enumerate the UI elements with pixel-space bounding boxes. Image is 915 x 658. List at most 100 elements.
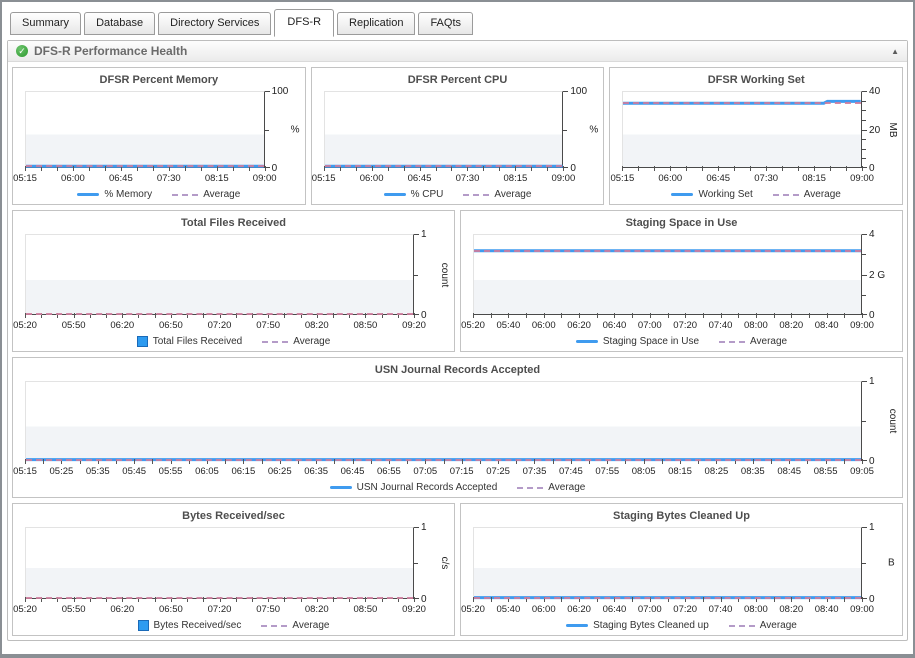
plot-area[interactable] <box>25 234 414 315</box>
tab-summary[interactable]: Summary <box>10 12 82 35</box>
x-tick <box>268 597 270 602</box>
x-tick-label: 07:20 <box>673 320 698 331</box>
x-tick <box>808 597 810 602</box>
x-tick <box>225 459 227 464</box>
x-tick <box>773 597 775 602</box>
x-tick-label: 08:00 <box>744 604 768 615</box>
x-tick <box>670 166 672 171</box>
y-tick-label: 1 <box>869 376 875 387</box>
y-tick <box>862 274 867 276</box>
x-tick <box>397 597 399 602</box>
x-tick <box>41 597 43 602</box>
x-tick <box>467 166 469 171</box>
legend-label: Total Files Received <box>152 336 243 347</box>
legend-label: Average <box>293 336 331 347</box>
tab-dfs-r[interactable]: DFS-R <box>274 9 335 37</box>
x-tick <box>407 459 409 464</box>
plot-area[interactable] <box>25 381 862 461</box>
x-tick-label: 08:55 <box>813 466 838 477</box>
x-axis-labels: 05:20 05:50 06:20 06:50 07:20 07:50 08:20 08:50… <box>13 603 426 616</box>
collapse-section-icon[interactable] <box>891 47 899 56</box>
x-tick-label: 08:15 <box>668 466 692 477</box>
plot-area[interactable] <box>473 234 862 315</box>
x-tick <box>57 597 59 602</box>
tab-faqts[interactable]: FAQts <box>418 12 473 35</box>
x-tick-label: 05:55 <box>158 466 183 477</box>
x-tick <box>381 313 383 318</box>
y-tick <box>862 314 867 315</box>
x-tick-label: 09:00 <box>850 173 874 184</box>
x-tick <box>97 459 99 464</box>
x-tick <box>235 313 237 318</box>
chart-row-3: USN Journal Records Accepted 05:15 05:25 05… <box>12 357 903 498</box>
x-tick-label: 05:25 <box>49 466 74 477</box>
y-tick-label: 1 <box>421 229 427 240</box>
y-axis-unit-label: MB <box>887 122 899 137</box>
legend-swatch-square <box>137 620 149 631</box>
plot-wrap: 05:15 05:25 05:35 05:45 05:55 06:05 06:15 06:25… <box>13 381 874 478</box>
x-tick <box>738 313 740 318</box>
x-tick-label: 07:40 <box>708 604 733 615</box>
x-tick <box>397 313 399 318</box>
section-header: DFS-R Performance Health <box>8 41 907 62</box>
legend-swatch-line <box>566 624 589 627</box>
legend-item-total-files-received: Total Files Received <box>136 336 243 347</box>
y-tick-label: 4 <box>869 229 875 240</box>
x-tick-label: 06:20 <box>567 604 591 615</box>
x-tick <box>154 313 156 318</box>
x-tick <box>473 597 474 602</box>
plot-area[interactable] <box>323 91 564 168</box>
x-tick-label: 06:00 <box>658 173 683 184</box>
x-tick-label: 05:15 <box>13 466 37 477</box>
plot-area[interactable] <box>473 527 862 599</box>
y-tick <box>862 527 867 528</box>
x-tick-label: 06:45 <box>407 173 432 184</box>
legend-swatch-line <box>77 193 100 196</box>
y-tick <box>862 167 868 168</box>
x-tick-label: 08:25 <box>704 466 729 477</box>
y-axis-scale: 0 1 B <box>862 522 898 605</box>
tab-database[interactable]: Database <box>84 12 156 35</box>
y-tick-label: 0 <box>421 594 427 605</box>
y-axis: 0 100% <box>563 86 599 185</box>
legend-item-bytes-received-sec: Bytes Received/sec <box>137 620 241 631</box>
x-tick <box>188 459 190 464</box>
x-tick <box>243 459 245 464</box>
y-axis: 0 20 40 MB <box>862 86 899 185</box>
y-tick-label: 1 <box>869 522 875 533</box>
x-tick <box>388 459 390 464</box>
x-tick <box>138 313 140 318</box>
x-tick <box>685 313 687 318</box>
chart-row-4: Bytes Received/sec 05:20 05:50 06:20 06:50 07… <box>12 503 903 636</box>
x-tick-label: 06:45 <box>706 173 731 184</box>
plot-area[interactable] <box>25 527 414 599</box>
plot-area[interactable] <box>622 91 863 168</box>
tab-directory-services[interactable]: Directory Services <box>158 12 272 35</box>
legend-swatch-dash <box>262 340 289 343</box>
chart-body: 05:20 05:40 06:00 06:20 06:40 07:00 07:20 07:40… <box>461 522 902 616</box>
y-tick <box>414 527 419 528</box>
x-tick <box>387 166 389 171</box>
chart-panel-staging-bytes-cleaned-up: Staging Bytes Cleaned Up 05:20 05:40 06:00 0… <box>460 503 903 636</box>
x-tick <box>531 166 533 171</box>
chart-panel-staging-space-in-use: Staging Space in Use 05:20 05:40 06:00 06:20… <box>460 210 903 352</box>
y-tick-label: 2 G <box>869 269 886 281</box>
x-tick-label: 05:35 <box>85 466 110 477</box>
x-tick <box>825 459 827 464</box>
x-tick-label: 08:15 <box>802 173 826 184</box>
y-tick <box>563 91 569 92</box>
x-tick-label: 07:55 <box>595 466 620 477</box>
tab-replication[interactable]: Replication <box>337 12 416 35</box>
legend-swatch-line <box>575 340 598 343</box>
legend-label: % Memory <box>104 189 153 200</box>
plot-area[interactable] <box>25 91 265 168</box>
y-axis-scale: 0 1 count <box>862 376 898 467</box>
y-tick <box>862 421 866 422</box>
y-tick <box>414 234 419 235</box>
x-tick <box>61 459 63 464</box>
x-tick-label: 05:40 <box>496 320 521 331</box>
legend-item-usn-journal-records-accepted: USN Journal Records Accepted <box>329 482 497 493</box>
x-tick <box>170 459 172 464</box>
x-tick-label: 08:05 <box>631 466 656 477</box>
legend-item-working-set: Working Set <box>671 189 753 200</box>
